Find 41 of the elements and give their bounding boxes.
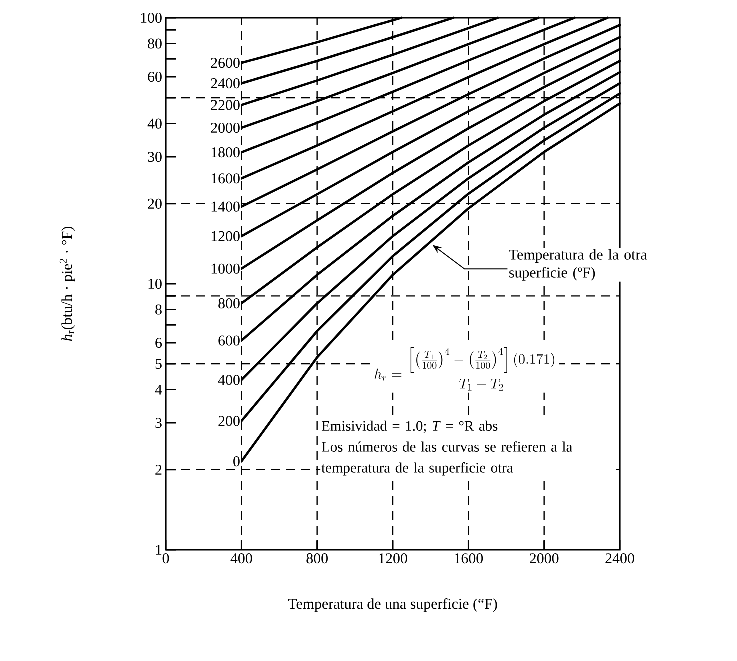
y-tick-label: 6 <box>156 338 162 348</box>
x-tick-label: 2000 <box>530 554 559 564</box>
y-tick-label: 30 <box>148 152 162 162</box>
x-tick-label: 400 <box>230 554 252 564</box>
x-tick-label: 2400 <box>606 554 634 564</box>
series-label: 600 <box>218 336 240 346</box>
series-label: 1600 <box>212 174 240 184</box>
x-tick-label: 1200 <box>379 554 408 564</box>
x-axis-title: Temperatura de una superficie (“F) <box>288 598 498 612</box>
y-tick-label: 60 <box>148 72 162 82</box>
series-label: 2600 <box>211 58 240 68</box>
y-tick-label: 8 <box>156 304 162 315</box>
y-tick-label: 5 <box>156 359 162 370</box>
series-label: 0 <box>234 456 240 467</box>
y-tick-label: 3 <box>156 418 162 428</box>
annotation: Los números de las curvas se refieren a la temperatura de la superficie otra <box>322 442 572 476</box>
y-tick-label: 40 <box>148 118 162 129</box>
y-tick-label: 4 <box>155 384 162 395</box>
series-label: 800 <box>218 298 240 309</box>
x-tick-label: 0 <box>162 554 170 564</box>
series-label: 1000 <box>212 264 240 274</box>
annotation: Temperatura de la otra superficie (ºF) <box>509 249 648 281</box>
series-label: 1800 <box>212 148 240 158</box>
x-tick-label: 800 <box>306 554 328 564</box>
y-axis-title: h$_{r}$(btu/h · pie$^{2}$ · °F) <box>60 227 76 342</box>
series-label: 200 <box>218 416 240 426</box>
annotation: Emisividad = 1.0; T = °R abs <box>322 420 498 434</box>
annotation: $h_r = \frac{\left[\left(\frac{T_1}{100}\right)^4-\left(\frac{T_2}{100}\right)^4\right](0.171)}{T_1-T_2}$ <box>374 347 556 391</box>
series-label: 2200 <box>211 100 240 110</box>
series-label: 2400 <box>211 78 240 89</box>
series-label: 2000 <box>211 122 240 134</box>
y-tick-label: 80 <box>148 38 162 49</box>
y-tick-label: 1 <box>156 545 162 555</box>
y-tick-label: 20 <box>148 198 162 209</box>
series-label: 400 <box>218 375 240 386</box>
series-label: 1400 <box>212 202 240 212</box>
series-label: 1200 <box>212 231 240 242</box>
y-tick-label: 10 <box>148 278 162 290</box>
x-tick-label: 1600 <box>455 554 484 564</box>
y-tick-label: 2 <box>156 464 162 475</box>
y-tick-label: 100 <box>141 12 162 24</box>
